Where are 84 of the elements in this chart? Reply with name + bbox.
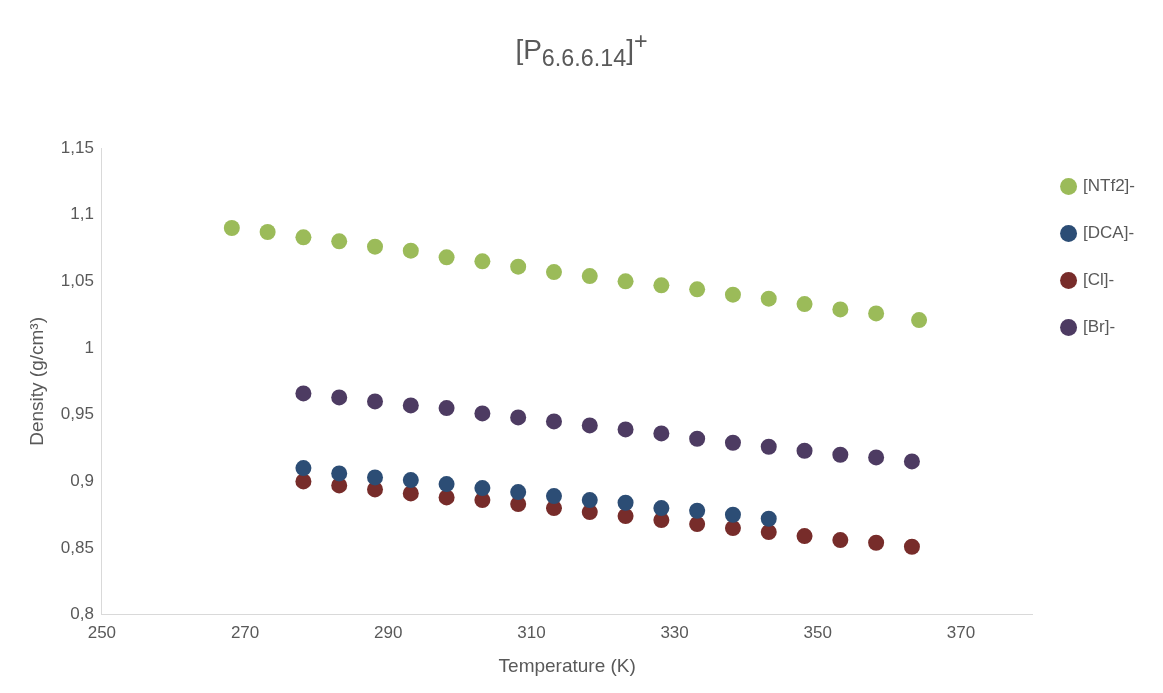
x-axis-title: Temperature (K) bbox=[498, 654, 636, 676]
point bbox=[903, 538, 920, 555]
point bbox=[402, 472, 419, 489]
legend-label: [Cl]- bbox=[1083, 270, 1115, 290]
point bbox=[438, 400, 455, 417]
point bbox=[653, 277, 670, 294]
point bbox=[474, 480, 491, 497]
point bbox=[832, 532, 849, 549]
x-tick-label: 310 bbox=[517, 622, 546, 642]
point bbox=[438, 249, 455, 266]
point bbox=[295, 460, 312, 477]
point bbox=[617, 508, 634, 525]
point bbox=[545, 264, 562, 281]
point bbox=[653, 500, 670, 517]
point bbox=[510, 484, 527, 501]
y-tick-label: 0,9 bbox=[70, 471, 94, 491]
point bbox=[223, 220, 240, 237]
point bbox=[868, 534, 885, 551]
point bbox=[911, 312, 928, 329]
x-tick-label: 330 bbox=[660, 622, 689, 642]
point bbox=[724, 286, 741, 303]
point bbox=[868, 449, 885, 466]
point bbox=[689, 430, 706, 447]
point bbox=[474, 253, 491, 270]
point bbox=[832, 446, 849, 463]
point bbox=[724, 506, 741, 523]
point bbox=[617, 494, 634, 511]
point bbox=[760, 510, 777, 527]
point bbox=[545, 413, 562, 430]
y-tick-label: 0,8 bbox=[70, 604, 94, 624]
point bbox=[545, 488, 562, 505]
point bbox=[796, 442, 813, 459]
point bbox=[510, 409, 527, 426]
point bbox=[295, 229, 312, 246]
point bbox=[581, 492, 598, 509]
point bbox=[438, 476, 455, 493]
point bbox=[868, 305, 885, 322]
y-tick-label: 1,15 bbox=[60, 137, 94, 157]
point bbox=[402, 242, 419, 259]
point bbox=[331, 389, 348, 406]
point bbox=[581, 417, 598, 434]
legend-label: [DCA]- bbox=[1083, 223, 1135, 243]
point bbox=[331, 233, 348, 250]
point bbox=[581, 268, 598, 285]
point bbox=[367, 393, 383, 410]
x-tick-label: 270 bbox=[230, 622, 260, 642]
point bbox=[689, 502, 706, 519]
point bbox=[510, 258, 527, 275]
y-tick-label: 1,05 bbox=[60, 271, 94, 291]
point bbox=[653, 425, 670, 442]
y-axis-title: Density (g/cm³) bbox=[25, 317, 47, 446]
point bbox=[903, 453, 920, 470]
chart-title: [P$_{6.6.6.14}$]$^{+}$ bbox=[514, 28, 649, 72]
point bbox=[331, 465, 348, 482]
point bbox=[760, 524, 777, 541]
x-tick-label: 350 bbox=[803, 622, 832, 642]
y-tick-label: 1,1 bbox=[70, 204, 94, 224]
point bbox=[724, 434, 741, 451]
point bbox=[724, 520, 741, 537]
x-tick-label: 290 bbox=[374, 622, 403, 642]
point bbox=[617, 421, 634, 438]
point bbox=[832, 301, 849, 318]
point bbox=[796, 296, 813, 313]
legend-label: [Br]- bbox=[1083, 317, 1116, 337]
y-tick-label: 0,95 bbox=[60, 404, 94, 424]
point bbox=[796, 528, 813, 545]
point bbox=[617, 273, 634, 290]
legend-label: [NTf2]- bbox=[1083, 176, 1136, 196]
y-tick-label: 1 bbox=[84, 337, 94, 357]
point bbox=[295, 385, 312, 402]
y-tick-label: 0,85 bbox=[60, 537, 94, 557]
point bbox=[367, 238, 383, 255]
point bbox=[402, 485, 419, 502]
point bbox=[689, 516, 706, 533]
point bbox=[689, 281, 706, 298]
point bbox=[402, 397, 419, 414]
point bbox=[295, 473, 312, 490]
point bbox=[760, 438, 777, 455]
point bbox=[474, 405, 491, 422]
point bbox=[259, 224, 276, 241]
x-tick-label: 250 bbox=[87, 622, 117, 642]
point bbox=[760, 290, 777, 307]
point bbox=[367, 469, 383, 486]
x-tick-label: 370 bbox=[946, 622, 976, 642]
